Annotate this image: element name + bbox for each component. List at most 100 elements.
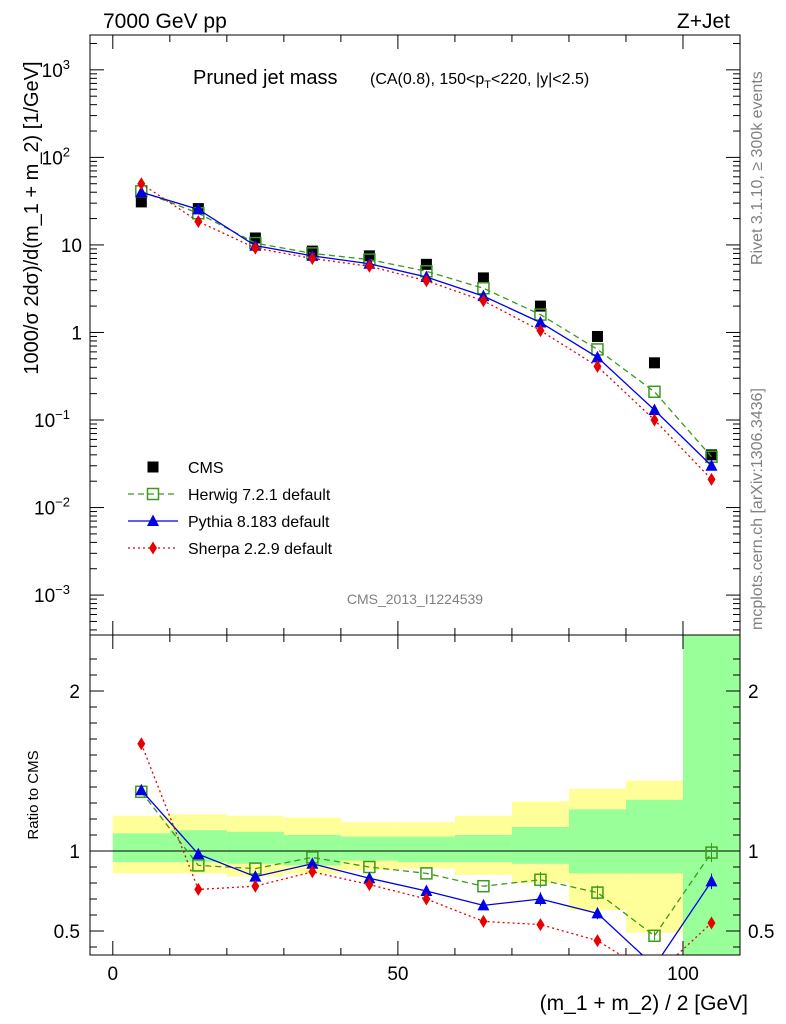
analysis-id: CMS_2013_I1224539 [347,591,483,607]
main-point [536,324,545,338]
x-axis-label: (m_1 + m_2) / 2 [GeV] [540,992,748,1015]
legend-item: Pythia 8.183 default [128,514,330,531]
main-series [135,177,718,486]
ratio-point [308,865,317,879]
header-left: 7000 GeV pp [103,10,227,33]
main-point [477,272,489,284]
ratio-y-tick-label-right: 1 [748,842,759,863]
ratio-point [194,882,203,896]
ratio-point [192,859,205,872]
main-point [479,294,488,308]
ratio-point [648,960,660,972]
legend-item: Herwig 7.2.1 default [128,487,331,504]
mcplots-label: mcplots.cern.ch [arXiv:1306.3436] [749,388,766,630]
ratio-point [591,906,604,919]
main-point [192,202,205,215]
legend-marker [147,514,159,526]
ratio-point [420,867,433,880]
ratio-point [707,916,716,930]
rivet-label: Rivet 3.1.10, ≥ 300k events [749,71,766,265]
ratio-point [249,870,262,882]
main-point [648,385,661,399]
y-tick-label: 10−2 [34,495,70,520]
band-stat [511,827,569,864]
main-point [363,250,375,262]
main-point [591,350,604,363]
ratio-y-tick-label-right: 0.5 [748,922,774,943]
y-tick-label: 103 [42,57,70,82]
main-point [591,330,603,342]
y-tick-label: 1 [71,323,82,344]
main-point [365,259,374,273]
main-series-herwig [135,185,718,464]
main-line-herwig [141,190,712,458]
band-stat [682,635,740,955]
ratio-series-sherpa [137,737,716,982]
main-point [707,472,716,486]
main-point [251,241,260,255]
y-tick-label: 102 [42,144,70,169]
legend-marker [146,487,160,501]
ratio-point [306,857,319,869]
y-tick-label: 10−1 [34,407,70,432]
ratio-point [365,878,374,892]
main-point [648,403,661,416]
y-tick-label: 10−3 [34,582,70,607]
main-point [534,315,547,328]
main-line-pythia [141,191,712,467]
main-point [308,251,317,265]
x-tick-label: 100 [667,964,699,985]
ratio-y-tick-label-right: 2 [748,682,759,703]
ratio-point [534,873,547,887]
ratio-y-tick-label: 0.5 [54,922,80,943]
y-tick-label: 10 [61,236,82,257]
main-point [648,357,660,369]
band-stat [625,799,683,874]
band-stat [568,809,626,874]
main-point [194,215,203,229]
title-suffix-1: (CA(0.8), 150<p [370,71,484,88]
main-point [593,359,602,373]
ratio-point [591,886,604,899]
ratio-point [477,879,490,893]
ratio-point [650,969,658,982]
x-tick-label: 50 [387,964,408,985]
ratio-line-herwig [140,791,713,937]
main-point [705,459,718,471]
legend-label: Herwig 7.2.1 default [188,487,331,504]
ratio-point [477,898,490,911]
band-stat [397,836,455,863]
ratio-point [363,871,376,884]
main-point [705,449,717,461]
ratio-ticks: 0.5 0.5 1 1 2 2 0 50 100 [54,635,774,985]
legend: CMS Herwig 7.2.1 default Pythia 8.183 defa… [128,460,333,558]
ratio-point [192,847,205,860]
ratio-series-clipped [135,737,718,982]
ratio-point [593,934,602,948]
band-stat [226,831,284,864]
ratio-point [420,884,433,896]
legend-marker [147,461,159,473]
ratio-point [648,929,661,943]
band-stat [454,835,512,863]
ratio-point [705,846,718,859]
legend-label: CMS [188,460,224,477]
ratio-point [705,874,718,887]
x-tick-label: 0 [108,964,119,985]
main-point [534,300,546,312]
main-title: Pruned jet mass [193,67,338,89]
legend-item: CMS [147,460,224,477]
main-point [135,196,147,208]
ratio-point [251,879,260,893]
ratio-point [422,892,431,906]
legend-label: Pythia 8.183 default [188,514,330,531]
title-sub: T [484,79,491,91]
legend-item: Sherpa 2.2.9 default [128,541,333,558]
ratio-point [536,918,545,932]
title-suffix-2: <220, |y|<2.5) [491,71,589,88]
main-title-suffix: (CA(0.8), 150<pT<220, |y|<2.5) [370,71,589,91]
ratio-point [479,914,488,928]
